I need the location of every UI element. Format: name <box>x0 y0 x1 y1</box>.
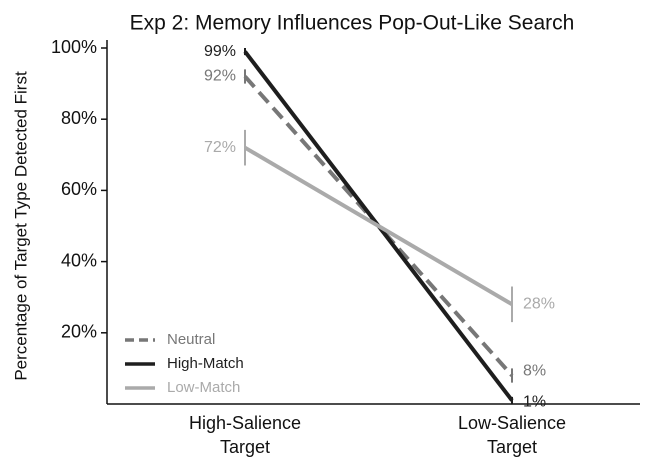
legend-label: Low-Match <box>167 379 240 396</box>
y-tick-label: 80% <box>61 108 97 128</box>
y-axis-label: Percentage of Target Type Detected First <box>11 71 30 381</box>
data-label: 1% <box>523 394 546 411</box>
series-line <box>243 145 514 307</box>
data-label: 28% <box>523 296 555 313</box>
legend-label: High-Match <box>167 355 244 372</box>
x-tick-label: Low-Salience Target <box>457 413 567 457</box>
data-label: 92% <box>204 68 236 85</box>
data-label: 8% <box>523 363 546 380</box>
data-label: 99% <box>204 43 236 60</box>
data-label: 72% <box>204 139 236 156</box>
y-tick-label: 60% <box>61 179 97 199</box>
x-tick-label: High-Salience Target <box>188 413 302 457</box>
y-tick-label: 40% <box>61 250 97 270</box>
y-tick-label: 20% <box>61 322 97 342</box>
y-tick-label: 100% <box>51 37 97 57</box>
chart-title: Exp 2: Memory Influences Pop-Out-Like Se… <box>130 12 575 35</box>
legend-label: Neutral <box>167 331 215 348</box>
